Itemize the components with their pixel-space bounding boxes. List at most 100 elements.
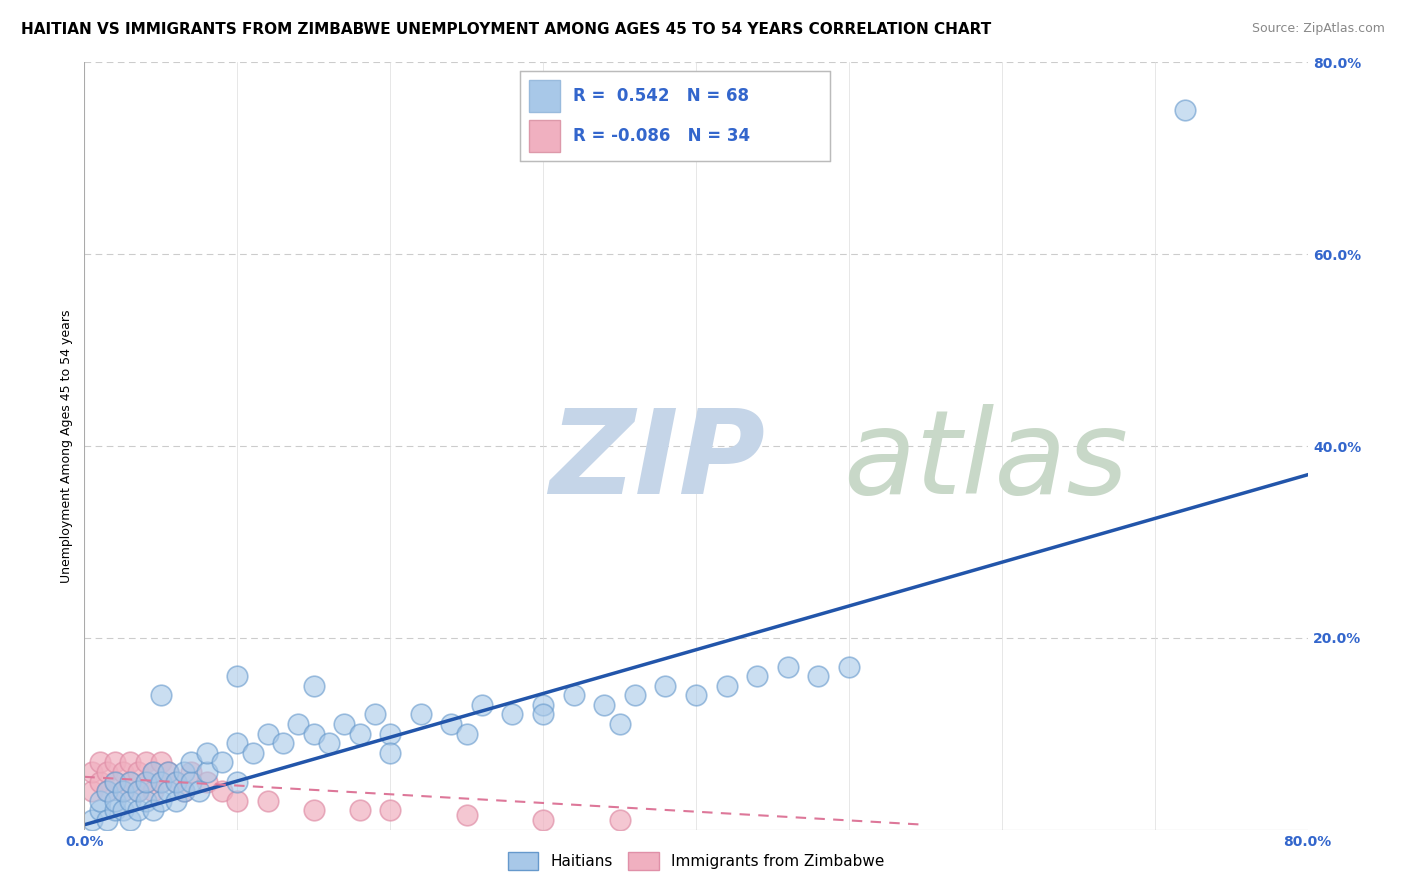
Point (135, 794, 157, 808)
Point (127, 784, 149, 798)
Point (96, 784, 118, 798)
Point (180, 756, 202, 770)
Point (165, 774, 187, 789)
Y-axis label: Unemployment Among Ages 45 to 54 years: Unemployment Among Ages 45 to 54 years (60, 310, 73, 582)
Point (471, 698, 494, 712)
Point (111, 784, 134, 798)
Point (349, 726, 371, 740)
Point (838, 659, 860, 673)
Point (624, 689, 647, 703)
Point (302, 804, 325, 818)
Legend: Haitians, Immigrants from Zimbabwe: Haitians, Immigrants from Zimbabwe (502, 846, 890, 876)
Point (104, 794, 127, 808)
Point (226, 794, 249, 808)
Point (104, 756, 127, 770)
Point (271, 736, 294, 750)
Point (149, 774, 172, 789)
Point (149, 689, 172, 703)
Point (80, 813, 103, 827)
Point (127, 784, 149, 798)
Point (104, 774, 127, 789)
Point (142, 765, 165, 780)
Point (142, 784, 165, 798)
Text: ZIP: ZIP (550, 404, 765, 519)
Point (149, 774, 172, 789)
Point (195, 746, 218, 760)
Point (211, 784, 233, 798)
Point (807, 669, 830, 683)
Point (364, 707, 387, 722)
Point (531, 707, 554, 722)
Point (142, 765, 165, 780)
Point (173, 765, 195, 780)
Point (127, 765, 149, 780)
Point (195, 774, 218, 789)
Point (165, 774, 187, 789)
Point (173, 784, 195, 798)
Point (135, 774, 157, 789)
Point (609, 717, 631, 731)
Point (226, 669, 249, 683)
Point (531, 698, 554, 712)
Point (96, 813, 118, 827)
Point (120, 813, 142, 827)
Point (380, 726, 402, 740)
Point (302, 726, 325, 740)
Point (685, 689, 707, 703)
Point (333, 717, 356, 731)
Point (609, 813, 631, 827)
Point (226, 736, 249, 750)
Point (409, 707, 432, 722)
Point (654, 679, 676, 693)
Point (195, 765, 218, 780)
Point (562, 689, 585, 703)
Point (593, 698, 616, 712)
Point (242, 746, 264, 760)
Point (502, 707, 524, 722)
Point (211, 756, 233, 770)
Point (257, 794, 280, 808)
Bar (530, 80, 561, 112)
Point (380, 746, 402, 760)
Point (173, 784, 195, 798)
Point (349, 804, 371, 818)
Point (96, 765, 118, 780)
Point (104, 804, 127, 818)
Text: Source: ZipAtlas.com: Source: ZipAtlas.com (1251, 22, 1385, 36)
Point (89, 756, 111, 770)
Text: HAITIAN VS IMMIGRANTS FROM ZIMBABWE UNEMPLOYMENT AMONG AGES 45 TO 54 YEARS CORRE: HAITIAN VS IMMIGRANTS FROM ZIMBABWE UNEM… (21, 22, 991, 37)
Point (111, 784, 134, 798)
Point (120, 774, 142, 789)
Point (149, 756, 172, 770)
Point (89, 804, 111, 818)
Point (120, 794, 142, 808)
Point (716, 679, 738, 693)
Point (165, 794, 187, 808)
Point (180, 765, 202, 780)
Point (226, 774, 249, 789)
Point (142, 804, 165, 818)
Point (89, 794, 111, 808)
Point (135, 774, 157, 789)
Point (96, 784, 118, 798)
Point (89, 774, 111, 789)
Point (257, 726, 280, 740)
Point (111, 765, 134, 780)
Point (440, 717, 463, 731)
Point (456, 808, 478, 822)
Point (120, 774, 142, 789)
Bar (530, 120, 561, 152)
Point (127, 804, 149, 818)
Point (157, 765, 180, 780)
Point (120, 756, 142, 770)
Text: R = -0.086   N = 34: R = -0.086 N = 34 (572, 128, 749, 145)
Point (776, 659, 799, 673)
Point (149, 794, 172, 808)
Point (157, 765, 180, 780)
Point (531, 813, 554, 827)
Point (747, 669, 769, 683)
Text: atlas: atlas (842, 404, 1128, 518)
Point (180, 774, 202, 789)
Point (380, 804, 402, 818)
Point (157, 784, 180, 798)
